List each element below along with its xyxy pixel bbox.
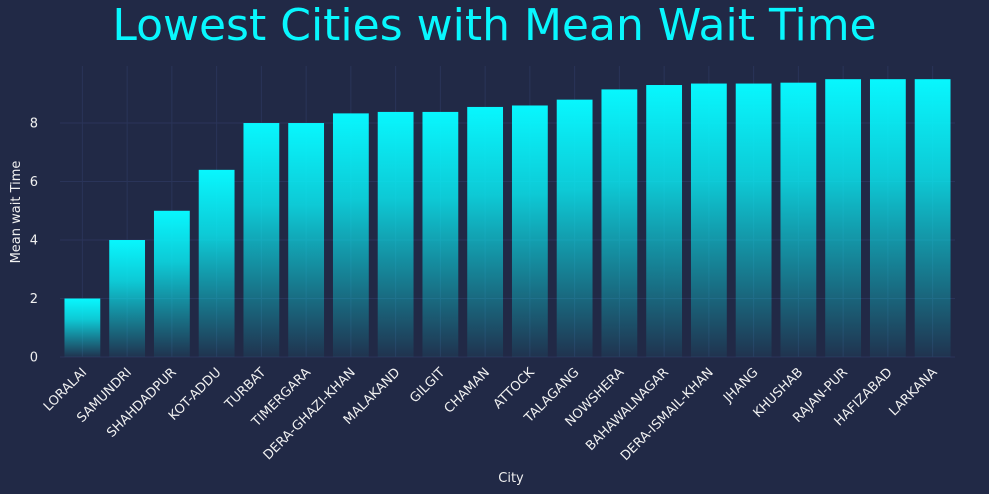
bar-hafizabad (869, 79, 906, 358)
bar-talagang (556, 99, 593, 357)
bar-khushab (780, 82, 817, 357)
bar-jhang (735, 83, 772, 358)
bar-samundri (109, 240, 146, 357)
y-axis-ticks: 0 2 4 6 8 (30, 117, 38, 366)
bar-loralai (64, 298, 101, 357)
grid-lines (60, 66, 955, 358)
x-tick-label: CHAMAN (442, 365, 493, 416)
x-tick-label: LARKANA (887, 365, 941, 419)
y-tick-label: 0 (30, 351, 38, 366)
bar-dera-ismail-khan (690, 83, 727, 358)
y-tick-label: 2 (30, 292, 38, 307)
x-tick-label: BAHAWALNAGAR (583, 365, 672, 454)
bar-shahdadpur (153, 210, 190, 357)
y-axis-label: Mean wait Time (9, 161, 24, 264)
bar-nowshera (601, 89, 638, 358)
bar-dera-ghazi-khan (332, 113, 369, 357)
bars (64, 79, 951, 358)
chart-title: Lowest Cities with Mean Wait Time (112, 0, 877, 51)
bar-bahawalnagar (646, 85, 683, 358)
bar-rajan-pur (825, 79, 862, 358)
x-axis-label: City (498, 471, 524, 486)
x-tick-label: JHANG (720, 365, 761, 406)
bar-attock (511, 105, 548, 357)
y-tick-label: 6 (30, 175, 38, 190)
bar-timergara (288, 123, 325, 357)
bar-turbat (243, 123, 280, 357)
bar-kot-addu (198, 169, 235, 357)
bar-larkana (914, 79, 951, 358)
bar-malakand (377, 111, 414, 357)
x-axis-ticks: LORALAISAMUNDRISHAHDADPURKOT-ADDUTURBATT… (41, 365, 941, 464)
bar-chaman (467, 106, 504, 357)
bar-gilgit (422, 111, 459, 357)
x-tick-label: GILGIT (407, 365, 448, 406)
y-tick-label: 4 (30, 234, 38, 249)
y-tick-label: 8 (30, 117, 38, 132)
